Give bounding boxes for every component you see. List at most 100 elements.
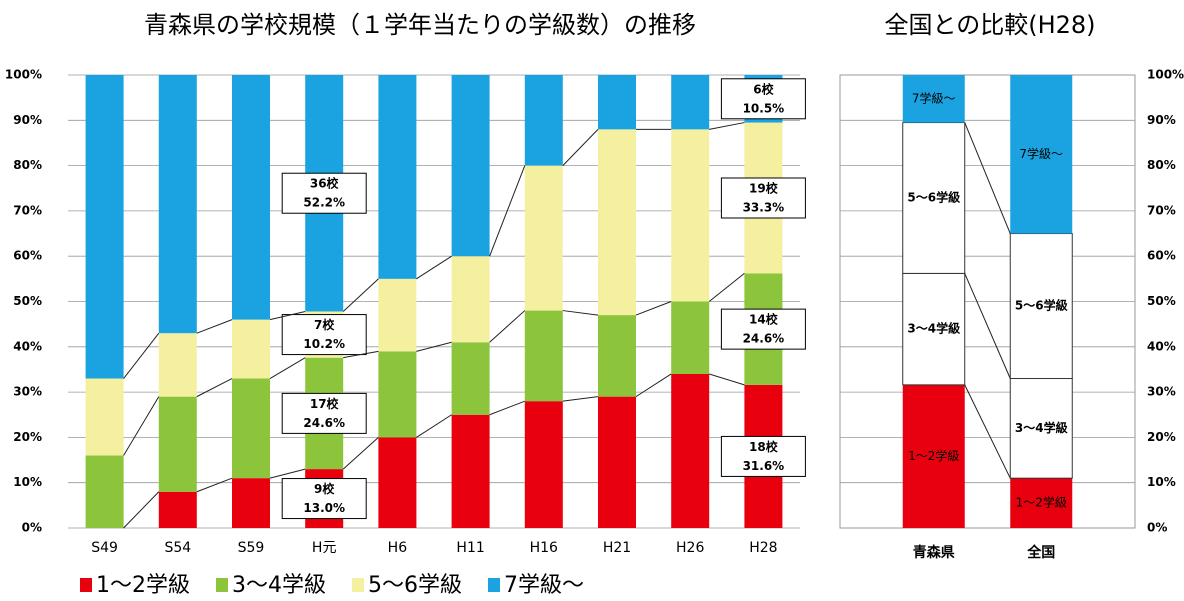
count-label: 14校 [749, 312, 779, 327]
x-tick-label: S59 [238, 540, 265, 556]
connector [489, 310, 526, 343]
y-tick-label: 100% [1147, 68, 1184, 82]
bar-segment [671, 75, 710, 130]
connector [123, 332, 160, 379]
segment-label: 3〜4学級 [1015, 420, 1068, 435]
value-label: 24.6% [743, 332, 785, 346]
connector [269, 310, 306, 321]
connector [635, 373, 672, 398]
connector [416, 255, 452, 280]
bar-segment [378, 351, 417, 438]
y-tick-label: 20% [13, 430, 42, 444]
x-tick-label: H元 [312, 540, 337, 556]
connector [269, 357, 306, 379]
connector [416, 414, 452, 438]
value-label: 13.0% [303, 501, 345, 515]
bar-segment [524, 310, 563, 402]
segment-label: 3〜4学級 [907, 321, 960, 336]
x-tick-label: 全国 [1026, 544, 1055, 561]
legend-label: 7学級〜 [504, 573, 584, 598]
segment-label: 7学級〜 [912, 90, 956, 105]
connector [123, 491, 160, 529]
connector [489, 165, 526, 257]
count-label: 7校 [314, 317, 335, 332]
connector [269, 468, 306, 479]
x-tick-label: H26 [676, 540, 704, 556]
bar-segment [524, 401, 563, 528]
x-tick-label: H21 [603, 540, 631, 556]
value-label: 52.2% [303, 196, 345, 210]
bar-segment [598, 129, 636, 316]
y-tick-label: 40% [13, 339, 42, 353]
bar-segment [1010, 75, 1073, 234]
value-label: 31.6% [743, 459, 785, 473]
y-tick-label: 40% [1147, 339, 1176, 353]
bar-segment [158, 396, 197, 492]
legend-swatch [216, 578, 228, 592]
connector [964, 122, 1011, 234]
connector [342, 278, 379, 312]
segment-label: 5〜6学級 [907, 189, 960, 204]
segment-label: 1〜2学級 [1016, 495, 1067, 510]
bar-segment [451, 414, 490, 528]
legend-label: 3〜4学級 [232, 573, 326, 598]
value-label: 10.5% [743, 101, 785, 115]
value-label: 33.3% [743, 200, 785, 214]
bar-segment [902, 122, 966, 274]
x-tick-label: S54 [164, 540, 191, 556]
label-box [281, 172, 367, 214]
count-label: 9校 [314, 481, 335, 496]
legend-label: 5〜6学級 [368, 573, 462, 598]
connector [196, 319, 233, 334]
label-box [281, 314, 367, 356]
segment-label: 7学級〜 [1019, 146, 1063, 161]
y-tick-label: 10% [1147, 475, 1176, 489]
bar-segment [1009, 233, 1073, 380]
bar-segment [671, 301, 710, 374]
bar-segment [232, 319, 270, 379]
connector [709, 122, 745, 130]
connector [343, 350, 379, 359]
bar-segment [158, 491, 197, 528]
segment-label: 5〜6学級 [1015, 298, 1068, 313]
y-tick-label: 90% [1147, 113, 1176, 127]
legend-swatch [488, 578, 500, 592]
y-tick-label: 80% [1147, 158, 1176, 172]
bar-segment [902, 272, 966, 386]
bar-segment [378, 278, 417, 352]
y-tick-label: 30% [1147, 385, 1176, 399]
connector [416, 341, 452, 352]
connector [964, 273, 1011, 379]
chart-title: 青森県の学校規模（１学年当たりの学級数）の推移 [144, 11, 696, 39]
label-box [720, 177, 806, 219]
bar-segment [451, 256, 490, 343]
y-tick-label: 80% [13, 158, 42, 172]
connector [562, 396, 599, 402]
label-box [281, 478, 367, 520]
y-tick-label: 10% [13, 475, 42, 489]
y-tick-label: 90% [13, 113, 42, 127]
connector [635, 301, 672, 316]
bar-segment [451, 342, 490, 415]
y-tick-label: 50% [1147, 294, 1176, 308]
bar-segment [232, 378, 270, 479]
chart-title: 全国との比較(H28) [884, 11, 1095, 39]
count-label: 17校 [310, 396, 340, 411]
bar-segment [902, 75, 965, 123]
legend-swatch [352, 578, 364, 592]
bar-segment [85, 75, 124, 379]
bar-segment [598, 315, 636, 397]
bar-segment [378, 437, 417, 528]
label-box [281, 392, 367, 434]
connector [562, 129, 599, 166]
y-tick-label: 50% [13, 294, 42, 308]
connector [342, 437, 379, 470]
y-tick-label: 20% [1147, 430, 1176, 444]
label-box [720, 435, 806, 477]
y-tick-label: 70% [1147, 203, 1176, 217]
bar-segment [158, 333, 197, 397]
segment-label: 1〜2学級 [908, 448, 959, 463]
connector [709, 373, 745, 386]
x-tick-label: H16 [530, 540, 558, 556]
bar-segment [1009, 378, 1073, 479]
